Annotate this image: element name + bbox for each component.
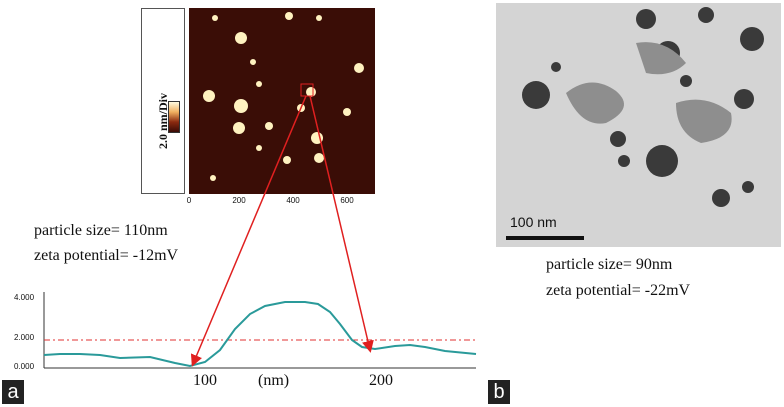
- profile-x-unit: (nm): [258, 372, 290, 389]
- profile-y-tick: 0.000: [14, 362, 35, 371]
- tem-scale-text: 100 nm: [510, 214, 557, 230]
- tem-scale-bar: [506, 236, 584, 240]
- tem-image: [496, 3, 781, 247]
- panel-a-particle-size: particle size= 110nm: [34, 222, 168, 239]
- afm-color-scale-bar: [168, 101, 180, 133]
- profile-x-tick-200: 200: [369, 372, 393, 389]
- afm-axis: 0 200 400 600: [186, 194, 375, 208]
- panel-a-zeta-potential: zeta potential= -12mV: [34, 247, 179, 264]
- panel-label-a: a: [2, 380, 24, 404]
- afm-tick: 400: [286, 196, 300, 205]
- afm-tick: 600: [340, 196, 354, 205]
- afm-scale-label: 2.0 nm/Div: [156, 92, 170, 149]
- profile-y-tick: 2.000: [14, 333, 35, 342]
- panel-label-b: b: [488, 380, 510, 404]
- panel-b-zeta-potential: zeta potential= -22mV: [546, 282, 691, 299]
- afm-tick: 0: [186, 196, 192, 205]
- panel-b-particle-size: particle size= 90nm: [546, 256, 673, 273]
- height-profile-plot: [43, 292, 477, 369]
- profile-y-tick: 4.000: [14, 293, 35, 302]
- profile-curve: [43, 301, 477, 368]
- afm-image: [189, 8, 375, 194]
- afm-height-scale: 2.0 nm/Div: [141, 8, 185, 194]
- afm-tick: 200: [232, 196, 246, 205]
- profile-x-tick-100: 100: [193, 372, 217, 389]
